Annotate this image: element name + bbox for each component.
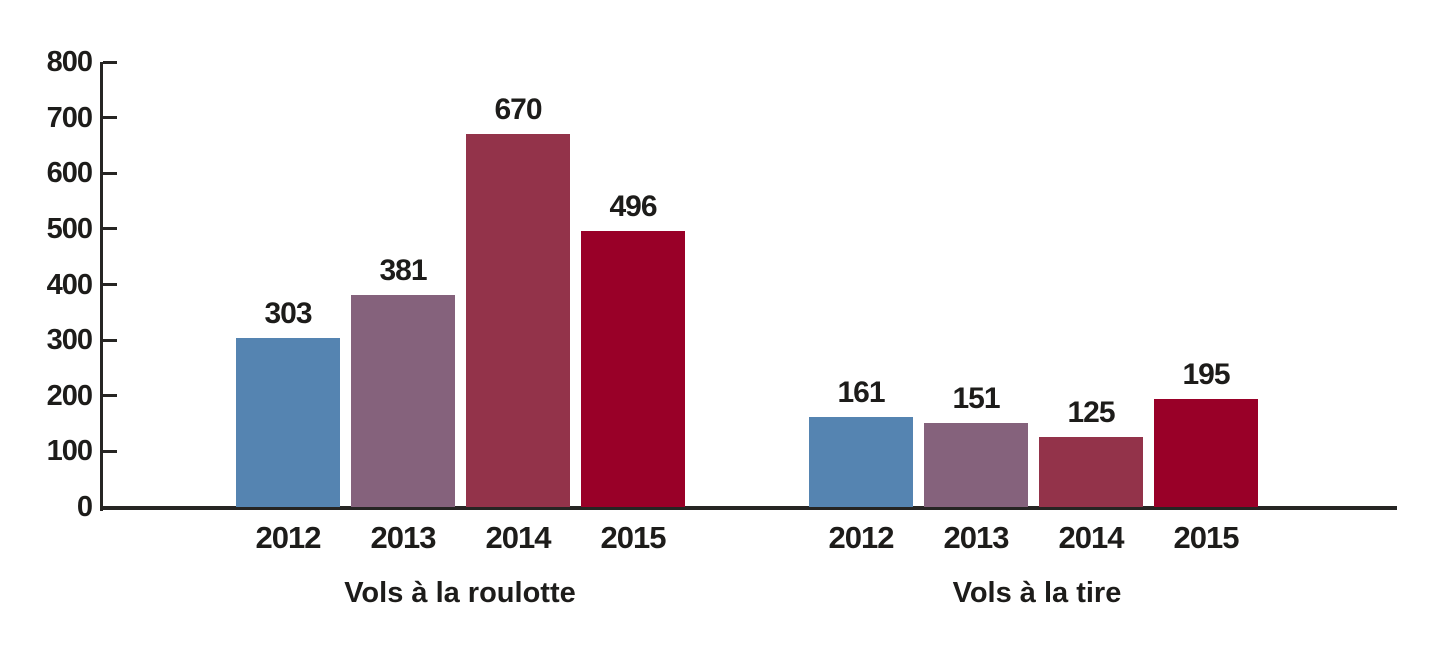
bar-vols-la-tire-2012 [809, 417, 913, 507]
y-tick-label: 800 [46, 46, 93, 78]
x-category-label: 2012 [828, 520, 895, 555]
bar-vols-la-tire-2014 [1039, 437, 1143, 507]
bar-value-label: 303 [264, 297, 312, 330]
x-category-label: 2014 [485, 520, 552, 555]
bar-vols-la-tire-2013 [924, 423, 1028, 507]
y-tick [103, 283, 117, 286]
bar-value-label: 496 [609, 190, 657, 223]
y-tick [103, 116, 117, 119]
x-category-label: 2012 [255, 520, 322, 555]
y-tick [103, 227, 117, 230]
y-tick-label: 100 [46, 435, 93, 467]
y-tick-label: 400 [46, 269, 93, 301]
bar-vols-la-roulotte-2012 [236, 338, 340, 507]
x-category-label: 2015 [600, 520, 667, 555]
bar-value-label: 381 [379, 254, 427, 287]
bar-vols-la-roulotte-2015 [581, 231, 685, 507]
bar-value-label: 195 [1182, 358, 1230, 391]
y-tick [103, 450, 117, 453]
x-category-label: 2014 [1058, 520, 1125, 555]
bar-vols-la-roulotte-2014 [466, 134, 570, 507]
bar-value-label: 151 [952, 382, 1000, 415]
y-tick [103, 394, 117, 397]
bar-value-label: 670 [494, 93, 542, 126]
y-tick-label: 600 [46, 157, 93, 189]
bar-vols-la-tire-2015 [1154, 399, 1258, 507]
y-tick-label: 300 [46, 324, 93, 356]
y-tick [103, 172, 117, 175]
bar-value-label: 125 [1067, 396, 1115, 429]
x-axis-line [100, 506, 1397, 510]
y-tick-label: 0 [76, 491, 93, 523]
group-label-vols-a-la-tire: Vols à la tire [952, 577, 1122, 609]
y-tick-label: 700 [46, 102, 93, 134]
group-label-vols-a-la-roulotte: Vols à la roulotte [344, 577, 576, 609]
x-category-label: 2013 [370, 520, 437, 555]
x-category-label: 2015 [1173, 520, 1240, 555]
bar-vols-la-roulotte-2013 [351, 295, 455, 507]
x-category-label: 2013 [943, 520, 1010, 555]
y-tick [103, 61, 117, 64]
y-axis-line [100, 62, 103, 511]
y-tick-label: 200 [46, 380, 93, 412]
bar-value-label: 161 [837, 376, 885, 409]
y-tick [103, 339, 117, 342]
y-tick-label: 500 [46, 213, 93, 245]
